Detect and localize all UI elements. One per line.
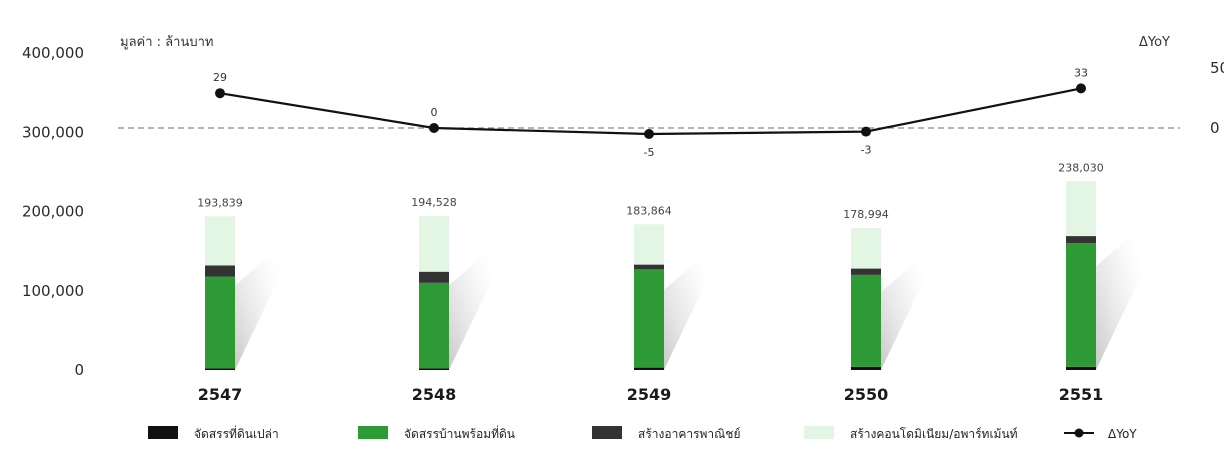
total-label: 178,994: [843, 208, 889, 221]
bar-segment: [851, 274, 881, 367]
bar-segment: [419, 215, 449, 272]
bar-shadows: [235, 228, 1140, 370]
total-label: 194,528: [411, 196, 457, 209]
y-tick-label: 100,000: [22, 282, 84, 300]
bar-segment: [1066, 236, 1096, 244]
yoy-value-label: -5: [644, 146, 655, 159]
y-tick-label: 300,000: [22, 123, 84, 141]
axes: 0 100,000 200,000 300,000 400,000 0 50: [22, 44, 1224, 379]
unit-label: มูลค่า : ล้านบาท: [120, 35, 213, 50]
yoy-tick-label: 50: [1210, 59, 1224, 77]
total-label: 183,864: [626, 204, 672, 217]
legend-label: สร้างคอนโดมิเนียม/อพาร์ทเม้นท์: [850, 427, 1018, 441]
bar-segment: [634, 269, 664, 368]
yoy-point: [644, 129, 654, 139]
bar-segment: [851, 366, 881, 370]
bar-segment: [634, 367, 664, 370]
yoy-axis-label: ΔYoY: [1139, 35, 1170, 50]
y-tick-label: 400,000: [22, 44, 84, 62]
legend-label: ΔYoY: [1108, 427, 1137, 441]
legend-swatch: [148, 426, 178, 439]
bar-segment: [205, 216, 235, 266]
yoy-tick-label: 0: [1210, 119, 1220, 137]
category-label: 2549: [627, 385, 672, 404]
bar-shadow: [1096, 228, 1140, 370]
bar-shadow: [235, 247, 279, 370]
legend-swatch: [804, 426, 834, 439]
y-tick-label: 200,000: [22, 203, 84, 221]
bar-segment: [1066, 181, 1096, 237]
yoy-value-label: 0: [431, 106, 438, 119]
bar-segment: [205, 265, 235, 277]
category-label: 2550: [844, 385, 889, 404]
bar-segment: [419, 368, 449, 370]
legend-label: สร้างอาคารพาณิชย์: [638, 427, 740, 441]
total-label: 238,030: [1058, 161, 1104, 174]
bar-shadow: [881, 253, 925, 370]
bar-labels: 193,839 2547 194,528 2548 183,864 2549 178,994…: [197, 161, 1104, 404]
bar-shadow: [449, 247, 493, 370]
yoy-point: [429, 123, 439, 133]
yoy-value-label: 29: [213, 71, 227, 84]
bar-shadow: [664, 251, 708, 370]
bar-segment: [851, 228, 881, 269]
bar-segment: [634, 264, 664, 270]
y-tick-label: 0: [74, 361, 84, 379]
legend-swatch: [358, 426, 388, 439]
bar-segment: [851, 268, 881, 275]
yoy-point: [215, 88, 225, 99]
yoy-series-line: [219, 87, 1082, 136]
bar-segment: [634, 224, 664, 265]
total-label: 193,839: [197, 196, 243, 209]
legend-label: จัดสรรที่ดินเปล่า: [194, 425, 279, 441]
legend-label: จัดสรรบ้านพร้อมที่ดิน: [404, 425, 515, 441]
bar-segment: [1066, 243, 1096, 367]
yoy-value-label: -3: [861, 144, 872, 157]
category-label: 2547: [198, 385, 243, 404]
yoy-point: [1076, 83, 1086, 94]
bar-segment: [205, 276, 235, 369]
bars: [205, 181, 1096, 370]
category-label: 2548: [412, 385, 457, 404]
yoy-point: [861, 126, 871, 137]
bar-segment: [419, 271, 449, 283]
legend-swatch: [592, 426, 622, 439]
bar-segment: [419, 282, 449, 369]
legend: จัดสรรที่ดินเปล่า จัดสรรบ้านพร้อมที่ดิน สร…: [148, 425, 1137, 441]
yoy-value-label: 33: [1074, 66, 1088, 79]
bar-segment: [1066, 366, 1096, 370]
yoy-line: 29 0 -5 -3 33: [213, 66, 1088, 159]
category-label: 2551: [1059, 385, 1104, 404]
legend-yoy-marker: [1074, 428, 1084, 438]
bar-segment: [205, 368, 235, 370]
